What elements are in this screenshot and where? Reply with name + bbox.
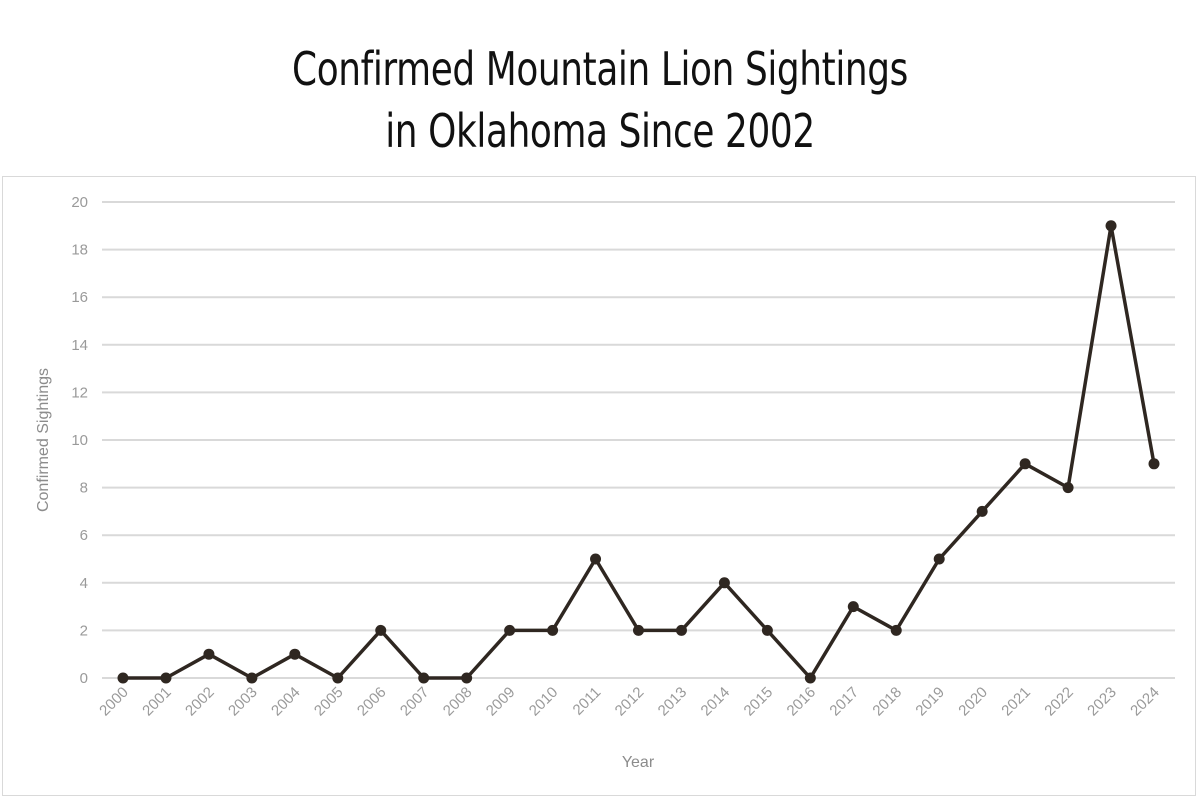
y-tick-label-6: 6 [80, 527, 88, 544]
y-tick-label-20: 20 [71, 194, 88, 211]
chart-title-line-2: in Oklahoma Since 2002 [385, 104, 815, 158]
data-point-2022 [1062, 482, 1074, 494]
data-point-2001 [160, 672, 172, 684]
x-tick-label-2012: 2012 [612, 684, 648, 720]
data-point-2021 [1019, 458, 1031, 470]
plot-frame [2, 176, 1196, 796]
y-tick-label-14: 14 [71, 337, 88, 354]
data-point-2018 [890, 624, 902, 636]
data-point-2013 [675, 624, 687, 636]
x-tick-label-2002: 2002 [182, 684, 218, 720]
data-point-2000 [117, 672, 129, 684]
x-tick-label-2018: 2018 [869, 684, 905, 720]
x-tick-label-2004: 2004 [268, 684, 304, 720]
y-axis-title: Confirmed Sightings [35, 368, 52, 512]
data-point-2024 [1148, 458, 1160, 470]
x-tick-label-2000: 2000 [96, 684, 132, 720]
chart-title-line-1: Confirmed Mountain Lion Sightings [292, 42, 908, 96]
data-point-2012 [633, 624, 644, 636]
data-point-2010 [547, 624, 559, 636]
data-point-2002 [203, 648, 215, 660]
x-tick-label-2015: 2015 [741, 684, 777, 720]
x-tick-label-2023: 2023 [1084, 684, 1120, 720]
x-tick-label-2014: 2014 [698, 684, 734, 720]
y-tick-label-0: 0 [80, 670, 88, 687]
y-tick-label-12: 12 [71, 384, 88, 401]
x-tick-label-2005: 2005 [311, 684, 347, 720]
x-tick-label-2008: 2008 [440, 684, 476, 720]
data-point-2006 [375, 624, 387, 636]
x-tick-label-2016: 2016 [784, 684, 820, 720]
data-point-2008 [461, 672, 473, 684]
series-line-0 [123, 224, 1156, 680]
data-point-2007 [418, 672, 430, 684]
x-tick-label-2007: 2007 [397, 684, 433, 720]
y-tick-label-8: 8 [80, 480, 88, 497]
x-tick-label-2010: 2010 [526, 684, 562, 720]
y-tick-label-16: 16 [71, 289, 88, 306]
data-point-2011 [590, 553, 602, 565]
data-point-2009 [504, 624, 516, 636]
x-tick-label-2009: 2009 [483, 684, 519, 720]
x-tick-label-2006: 2006 [354, 684, 390, 720]
data-point-2019 [933, 553, 945, 565]
x-axis-title: Year [622, 754, 655, 771]
x-tick-label-2024: 2024 [1127, 684, 1163, 720]
chart-title: Confirmed Mountain Lion Sightings in Okl… [132, 38, 1068, 162]
y-tick-label-2: 2 [80, 622, 88, 639]
y-tick-label-18: 18 [71, 242, 88, 259]
data-point-2015 [761, 624, 773, 636]
x-tick-label-2021: 2021 [998, 684, 1034, 720]
data-point-2005 [332, 672, 344, 684]
x-tick-label-2013: 2013 [655, 684, 691, 720]
y-tick-label-10: 10 [71, 432, 88, 449]
data-point-2004 [289, 648, 301, 660]
data-point-2017 [847, 601, 859, 613]
data-point-2014 [718, 577, 730, 589]
data-point-2003 [246, 672, 258, 684]
x-tick-label-2019: 2019 [912, 684, 948, 720]
x-tick-label-2011: 2011 [570, 684, 605, 719]
x-tick-label-2020: 2020 [955, 684, 991, 720]
data-point-2020 [976, 505, 988, 517]
x-tick-label-2022: 2022 [1041, 684, 1077, 720]
x-tick-label-2001: 2001 [139, 684, 175, 720]
x-tick-label-2017: 2017 [826, 684, 862, 720]
data-point-2016 [804, 672, 816, 684]
data-point-2023 [1105, 220, 1117, 232]
y-tick-label-4: 4 [80, 575, 88, 592]
x-tick-label-2003: 2003 [225, 684, 261, 720]
